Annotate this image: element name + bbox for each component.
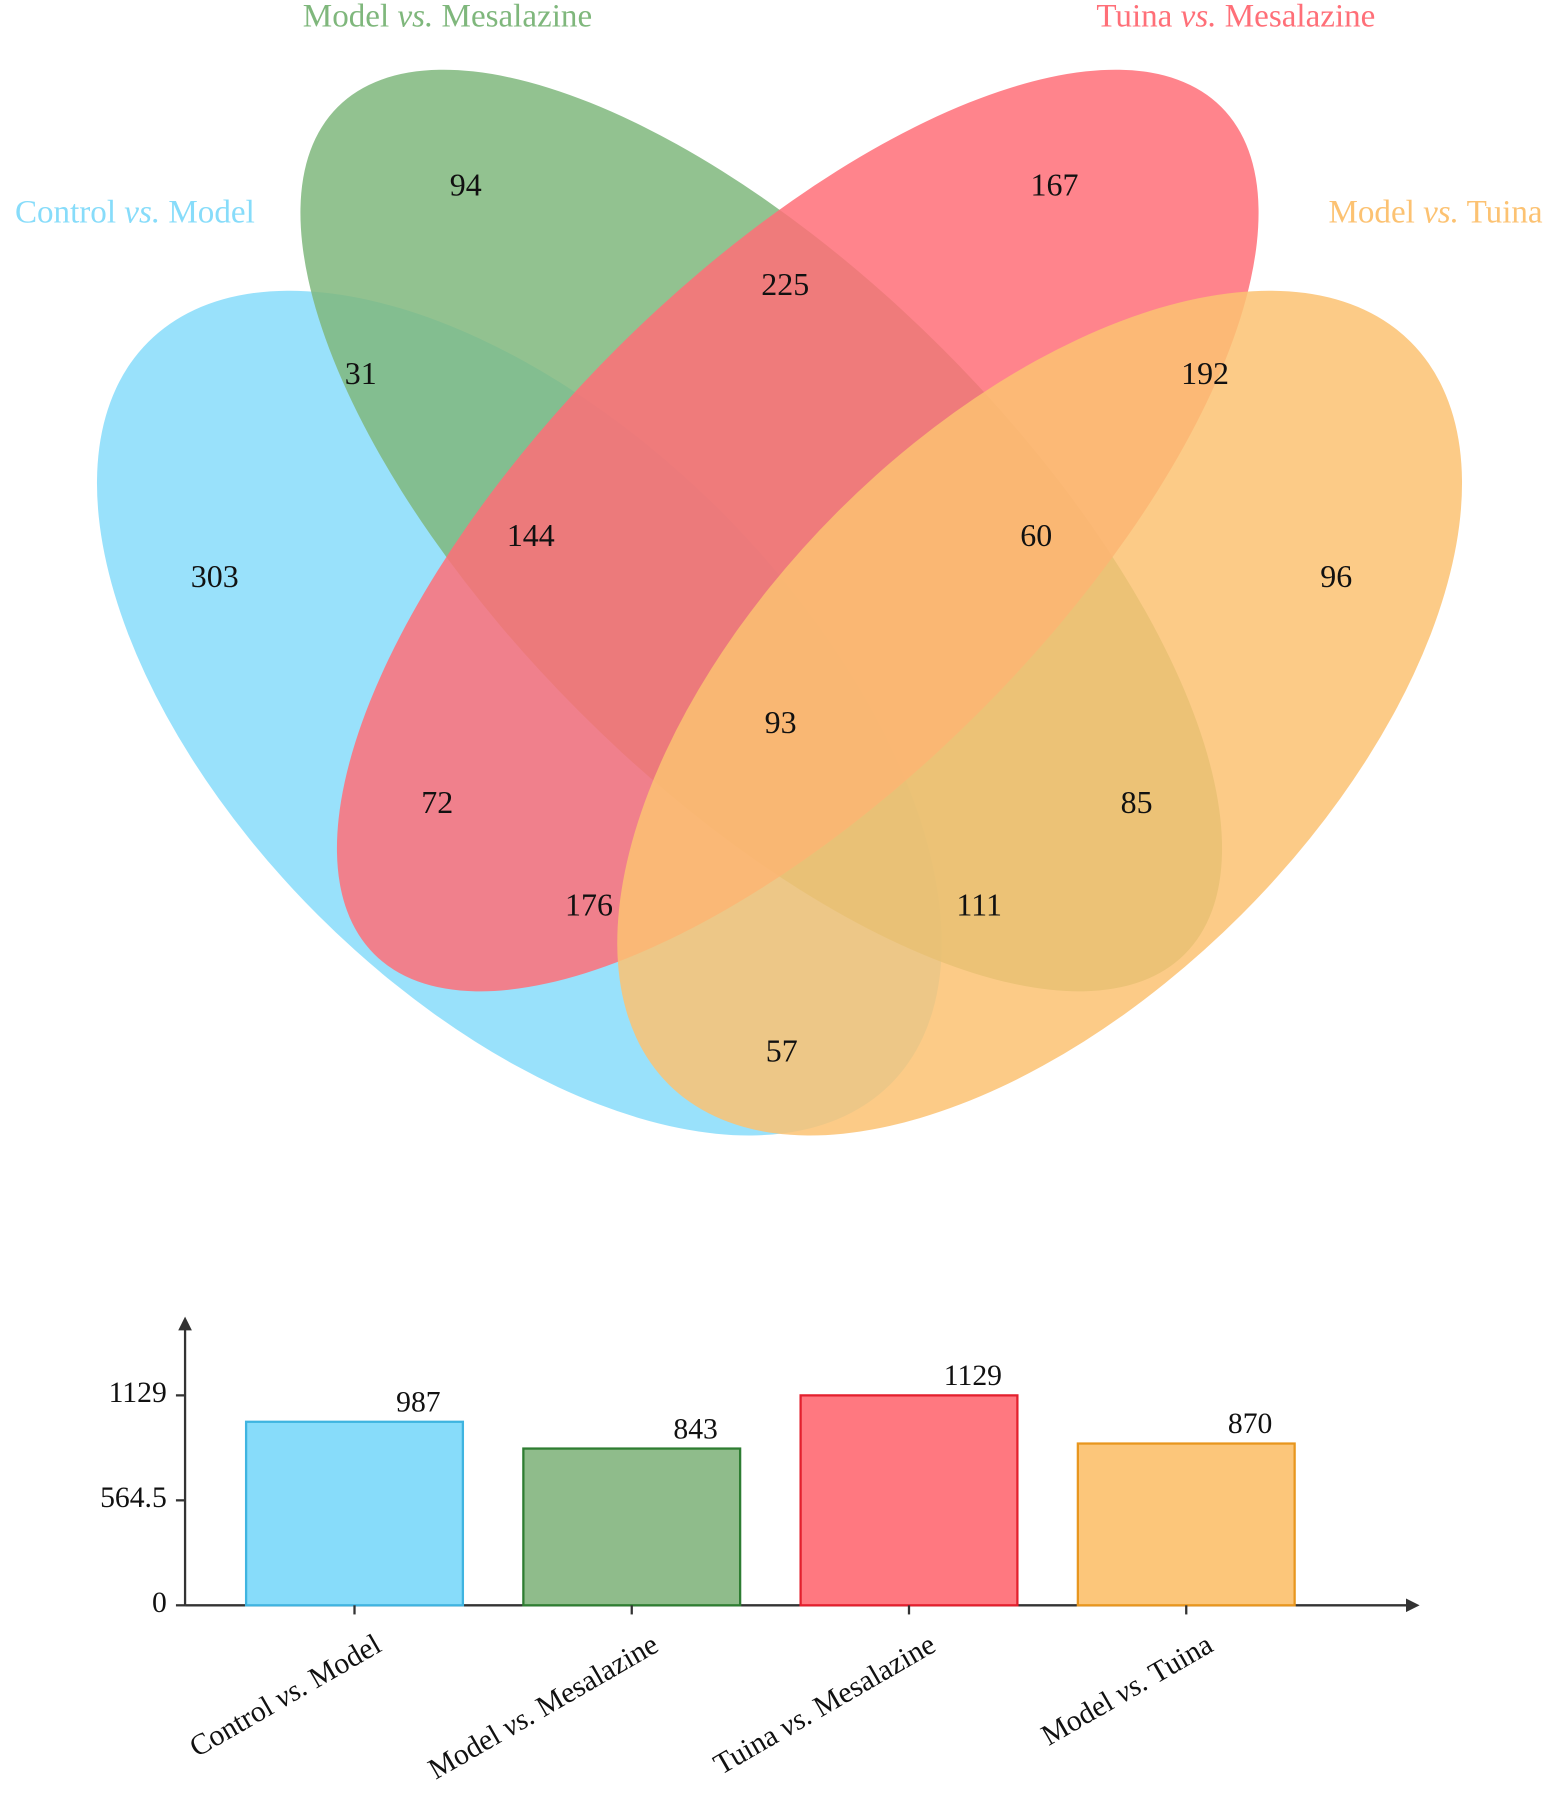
value-label: 1129 — [944, 1360, 1002, 1392]
bar — [522, 1447, 742, 1607]
set-label: Model vs. Mesalazine — [303, 0, 592, 34]
x-tick-label: Tuina vs. Mesalazine — [708, 1628, 941, 1781]
region-count: 94 — [450, 168, 482, 203]
region-count: 72 — [421, 785, 453, 820]
venn-diagram: Control vs. Model Model vs. Mesalazine Tui… — [15, 0, 1543, 1136]
region-count: 57 — [766, 1034, 798, 1069]
region-count: 85 — [1121, 785, 1153, 820]
x-tick-label: Model vs. Tuina — [1036, 1628, 1218, 1752]
bar — [799, 1394, 1019, 1607]
bar-chart: 0 564.5 1129 987 Control vs. Model 843 Model v… — [100, 1316, 1420, 1786]
region-count: 93 — [765, 705, 797, 740]
region-count: 96 — [1320, 559, 1352, 594]
x-tick-label: Control vs. Model — [184, 1628, 386, 1763]
region-count: 31 — [345, 356, 377, 391]
region-count: 144 — [507, 518, 555, 553]
x-tick-label: Model vs. Mesalazine — [423, 1628, 664, 1785]
value-label: 987 — [396, 1386, 440, 1418]
set-ellipse — [617, 290, 1463, 1136]
region-count: 225 — [761, 267, 809, 302]
bar — [1076, 1442, 1296, 1607]
y-tick-label: 564.5 — [100, 1482, 167, 1514]
set-ellipse — [336, 69, 1259, 992]
value-label: 843 — [673, 1413, 717, 1445]
region-count: 192 — [1181, 356, 1229, 391]
set-label: Model vs. Tuina — [1328, 194, 1542, 230]
region-count: 167 — [1031, 168, 1079, 203]
bar — [244, 1420, 465, 1607]
set-label: Tuina vs. Mesalazine — [1096, 0, 1375, 34]
set-label: Control vs. Model — [15, 194, 255, 230]
region-count: 303 — [191, 559, 239, 594]
region-count: 60 — [1020, 518, 1052, 553]
y-tick-label: 0 — [152, 1587, 167, 1619]
region-count: 111 — [956, 888, 1002, 923]
region-count: 176 — [565, 888, 613, 923]
y-tick-label: 1129 — [109, 1377, 167, 1409]
value-label: 870 — [1228, 1408, 1272, 1440]
